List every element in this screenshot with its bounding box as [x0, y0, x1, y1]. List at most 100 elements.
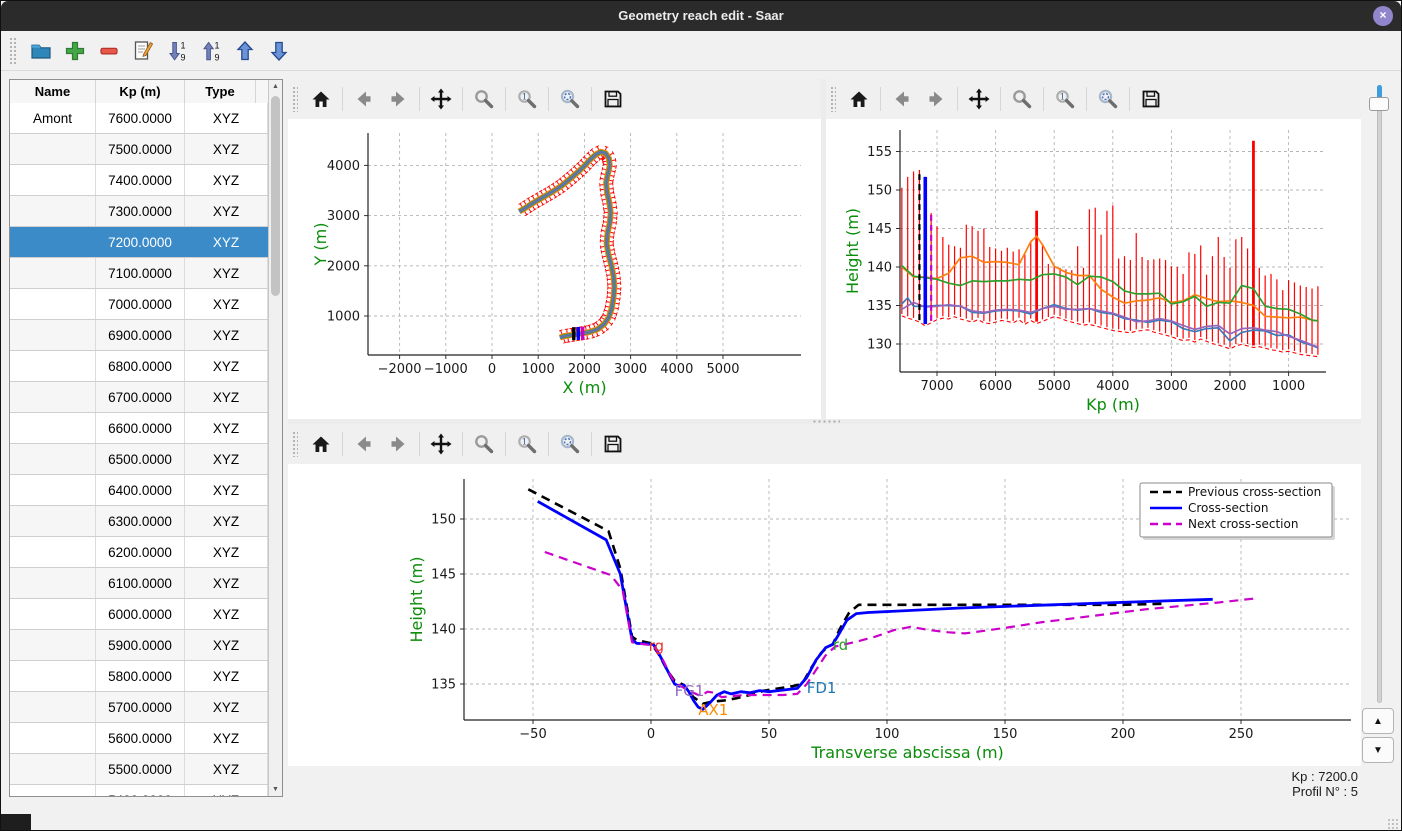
- table-row[interactable]: 7100.0000 XYZ: [10, 258, 268, 289]
- cell-kp: 6300.0000: [96, 506, 185, 536]
- cell-type: XYZ: [185, 661, 268, 691]
- table-row[interactable]: 5600.0000 XYZ: [10, 723, 268, 754]
- table-scrollbar[interactable]: ▲ ▼: [268, 80, 282, 796]
- edit-profile-button[interactable]: [128, 36, 158, 66]
- tick-end-marker: [595, 160, 599, 165]
- scrollbar-thumb[interactable]: [271, 96, 280, 296]
- cross-section-panel: 1 −50 0 50 100 150 200 250 135 140 145 150 Transver…: [288, 424, 1361, 766]
- remove-profile-button[interactable]: [94, 36, 124, 66]
- toolbar-drag-handle[interactable]: [292, 431, 298, 457]
- table-row[interactable]: 6500.0000 XYZ: [10, 444, 268, 475]
- table-row[interactable]: 7000.0000 XYZ: [10, 289, 268, 320]
- table-row[interactable]: 6300.0000 XYZ: [10, 506, 268, 537]
- vertical-splitter[interactable]: [821, 79, 826, 419]
- toolbar-separator: [342, 87, 343, 111]
- column-header-name[interactable]: Name: [10, 80, 96, 103]
- cell-name: Amont: [10, 103, 96, 133]
- titlebar[interactable]: Geometry reach edit - Saar ×: [1, 1, 1401, 31]
- column-header-kp[interactable]: Kp (m): [96, 80, 185, 103]
- zoom-auto-button[interactable]: [555, 84, 585, 114]
- tick-end-marker: [610, 322, 614, 327]
- back-button[interactable]: [887, 84, 917, 114]
- cell-kp: 5600.0000: [96, 723, 185, 753]
- toolbar-drag-handle[interactable]: [292, 86, 298, 112]
- table-row[interactable]: 7300.0000 XYZ: [10, 196, 268, 227]
- horizontal-splitter[interactable]: [288, 419, 1361, 424]
- zoom-button[interactable]: [1007, 84, 1037, 114]
- zoom-button[interactable]: [469, 84, 499, 114]
- zoom-button[interactable]: [469, 429, 499, 459]
- table-row[interactable]: 6800.0000 XYZ: [10, 351, 268, 382]
- save-figure-button[interactable]: [598, 429, 628, 459]
- home-button[interactable]: [306, 429, 336, 459]
- cell-kp: 6600.0000: [96, 413, 185, 443]
- table-row[interactable]: 6100.0000 XYZ: [10, 568, 268, 599]
- table-row[interactable]: 5700.0000 XYZ: [10, 692, 268, 723]
- toolbar-drag-handle[interactable]: [830, 86, 836, 112]
- pan-button[interactable]: [426, 84, 456, 114]
- tick-end-marker: [600, 171, 603, 176]
- table-row[interactable]: 6700.0000 XYZ: [10, 382, 268, 413]
- scroll-up-icon[interactable]: ▲: [272, 83, 279, 90]
- zoom-profile-button[interactable]: 1: [512, 84, 542, 114]
- toolbar-drag-handle[interactable]: [9, 36, 16, 65]
- add-profile-icon: [65, 41, 85, 60]
- pan-button[interactable]: [426, 429, 456, 459]
- tick-label-x: 250: [1229, 727, 1254, 742]
- longitudinal-canvas[interactable]: 7000 6000 5000 4000 3000 2000 1000 130 135 140 145…: [826, 119, 1361, 419]
- plan-view-canvas[interactable]: −2000 −1000 0 1000 2000 3000 4000 5000 1000 2000 3…: [288, 119, 821, 419]
- table-row[interactable]: 6200.0000 XYZ: [10, 537, 268, 568]
- save-figure-button[interactable]: [1136, 84, 1166, 114]
- tick-end-marker: [538, 189, 543, 193]
- cell-kp: 6500.0000: [96, 444, 185, 474]
- table-row[interactable]: 5900.0000 XYZ: [10, 630, 268, 661]
- cell-type: XYZ: [185, 103, 268, 133]
- cell-kp: 7400.0000: [96, 165, 185, 195]
- toolbar-separator: [505, 87, 506, 111]
- close-button[interactable]: ×: [1373, 6, 1393, 26]
- cross-section-canvas[interactable]: −50 0 50 100 150 200 250135140145150Transverse…: [288, 464, 1361, 766]
- table-row[interactable]: 5500.0000 XYZ: [10, 754, 268, 785]
- table-row[interactable]: 7500.0000 XYZ: [10, 134, 268, 165]
- resize-grip[interactable]: [1387, 818, 1399, 829]
- toolbar-separator: [505, 432, 506, 456]
- table-row[interactable]: 6900.0000 XYZ: [10, 320, 268, 351]
- open-reach-button[interactable]: [26, 36, 56, 66]
- tick-label-x: 1000: [1272, 379, 1305, 394]
- back-button[interactable]: [349, 84, 379, 114]
- move-profile-up-button[interactable]: [230, 36, 260, 66]
- zoom-profile-button[interactable]: 1: [1050, 84, 1080, 114]
- home-button[interactable]: [306, 84, 336, 114]
- add-profile-button[interactable]: [60, 36, 90, 66]
- table-row[interactable]: 5800.0000 XYZ: [10, 661, 268, 692]
- table-row[interactable]: 6000.0000 XYZ: [10, 599, 268, 630]
- forward-button[interactable]: [383, 429, 413, 459]
- table-row[interactable]: Amont 7600.0000 XYZ: [10, 103, 268, 134]
- column-header-type[interactable]: Type: [185, 80, 256, 103]
- tick-end-marker: [601, 255, 604, 259]
- forward-button[interactable]: [383, 84, 413, 114]
- back-button[interactable]: [349, 429, 379, 459]
- tick-label-x: 5000: [706, 362, 739, 377]
- previous-profile-button[interactable]: ▲: [1362, 708, 1394, 734]
- zoom-profile-button[interactable]: 1: [512, 429, 542, 459]
- profile-slider-track[interactable]: [1377, 85, 1382, 703]
- scroll-down-icon[interactable]: ▼: [272, 786, 279, 793]
- table-row[interactable]: 7400.0000 XYZ: [10, 165, 268, 196]
- zoom-auto-button[interactable]: [555, 429, 585, 459]
- forward-button[interactable]: [921, 84, 951, 114]
- save-figure-button[interactable]: [598, 84, 628, 114]
- profile-slider-handle[interactable]: [1369, 97, 1389, 111]
- move-profile-down-button[interactable]: [264, 36, 294, 66]
- table-row[interactable]: 7200.0000 XYZ: [10, 227, 268, 258]
- next-profile-button[interactable]: ▼: [1362, 737, 1394, 763]
- series-next-cross-section: [544, 550, 1258, 699]
- table-row[interactable]: 6600.0000 XYZ: [10, 413, 268, 444]
- pan-button[interactable]: [964, 84, 994, 114]
- zoom-auto-button[interactable]: [1093, 84, 1123, 114]
- home-button[interactable]: [844, 84, 874, 114]
- table-row[interactable]: 6400.0000 XYZ: [10, 475, 268, 506]
